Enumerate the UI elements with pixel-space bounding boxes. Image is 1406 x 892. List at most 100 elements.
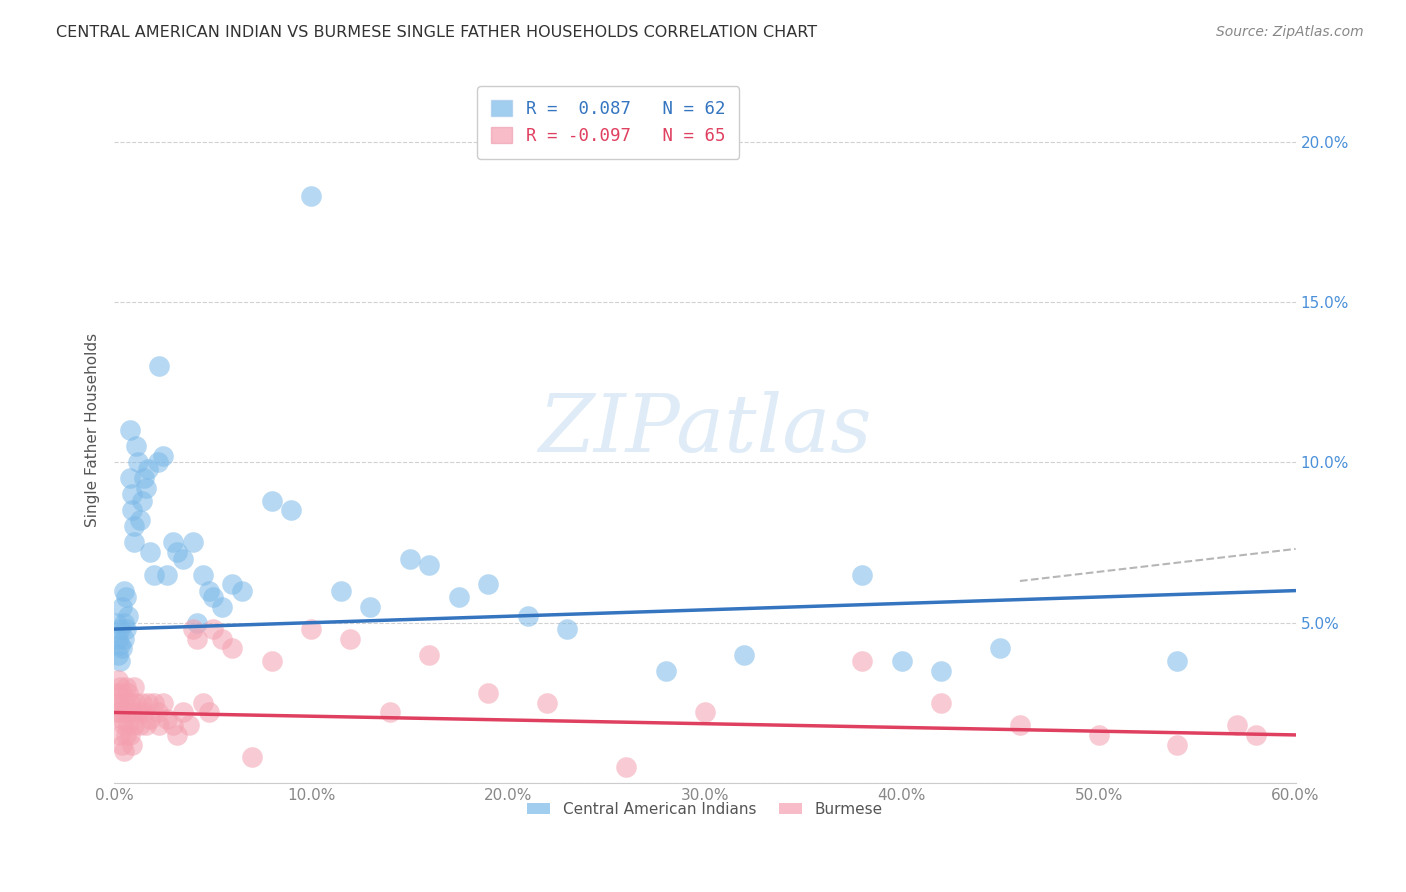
Point (166, 545, 188, 559)
Point (447, 590, 470, 604)
Point (221, 641, 243, 656)
Point (108, 654, 131, 668)
Point (132, 706, 155, 720)
Point (654, 664, 676, 678)
Point (121, 487, 143, 501)
Point (112, 744, 135, 758)
Point (477, 577, 499, 591)
Point (146, 706, 169, 720)
Point (138, 545, 160, 559)
Point (108, 638, 131, 652)
Point (693, 706, 716, 720)
Point (142, 567, 165, 582)
Point (146, 455, 169, 469)
Point (111, 641, 134, 656)
Point (108, 728, 131, 742)
Point (138, 712, 160, 726)
Y-axis label: Single Father Households: Single Father Households (86, 334, 100, 527)
Point (418, 558, 440, 572)
Point (107, 632, 129, 646)
Point (135, 718, 157, 732)
Point (108, 622, 131, 636)
Point (127, 706, 149, 720)
Point (177, 718, 200, 732)
Point (115, 590, 138, 604)
Point (299, 189, 322, 203)
Point (477, 686, 499, 700)
Point (1244, 728, 1267, 742)
Point (108, 706, 131, 720)
Point (162, 718, 184, 732)
Point (166, 728, 188, 742)
Point (135, 481, 157, 495)
Point (181, 622, 204, 636)
Point (231, 583, 253, 598)
Point (128, 718, 150, 732)
Point (181, 535, 204, 549)
Point (131, 493, 153, 508)
Text: Source: ZipAtlas.com: Source: ZipAtlas.com (1216, 25, 1364, 39)
Point (118, 728, 141, 742)
Point (851, 654, 873, 668)
Point (536, 696, 558, 710)
Point (516, 609, 538, 624)
Point (339, 632, 361, 646)
Point (280, 503, 302, 517)
Point (111, 712, 134, 726)
Point (111, 599, 134, 614)
Point (191, 696, 214, 710)
Point (131, 696, 153, 710)
Point (156, 712, 179, 726)
Legend: Central American Indians, Burmese: Central American Indians, Burmese (520, 795, 890, 825)
Point (112, 718, 135, 732)
Point (127, 455, 149, 469)
Text: ZIPatlas: ZIPatlas (538, 392, 872, 469)
Point (122, 535, 145, 549)
Point (132, 471, 155, 485)
Point (112, 696, 135, 710)
Point (172, 706, 194, 720)
Point (156, 567, 179, 582)
Point (186, 632, 208, 646)
Point (929, 664, 952, 678)
Point (125, 696, 148, 710)
Point (122, 718, 145, 732)
Point (112, 583, 135, 598)
Point (115, 728, 138, 742)
Point (211, 632, 233, 646)
Point (211, 599, 233, 614)
Point (112, 615, 135, 630)
Point (260, 493, 283, 508)
Point (118, 696, 141, 710)
Point (107, 673, 129, 688)
Point (988, 641, 1011, 656)
Point (105, 706, 128, 720)
Point (201, 622, 224, 636)
Point (260, 654, 283, 668)
Text: CENTRAL AMERICAN INDIAN VS BURMESE SINGLE FATHER HOUSEHOLDS CORRELATION CHART: CENTRAL AMERICAN INDIAN VS BURMESE SINGL… (56, 25, 817, 40)
Point (172, 551, 194, 566)
Point (107, 648, 129, 662)
Point (299, 622, 322, 636)
Point (191, 567, 214, 582)
Point (117, 718, 139, 732)
Point (112, 632, 135, 646)
Point (136, 461, 159, 475)
Point (201, 590, 224, 604)
Point (115, 622, 138, 636)
Point (398, 551, 420, 566)
Point (121, 706, 143, 720)
Point (1087, 728, 1109, 742)
Point (1225, 718, 1247, 732)
Point (117, 686, 139, 700)
Point (122, 680, 145, 694)
Point (107, 696, 129, 710)
Point (105, 686, 128, 700)
Point (418, 648, 440, 662)
Point (890, 654, 912, 668)
Point (221, 577, 243, 591)
Point (378, 706, 401, 720)
Point (121, 503, 143, 517)
Point (148, 359, 170, 373)
Point (105, 615, 128, 630)
